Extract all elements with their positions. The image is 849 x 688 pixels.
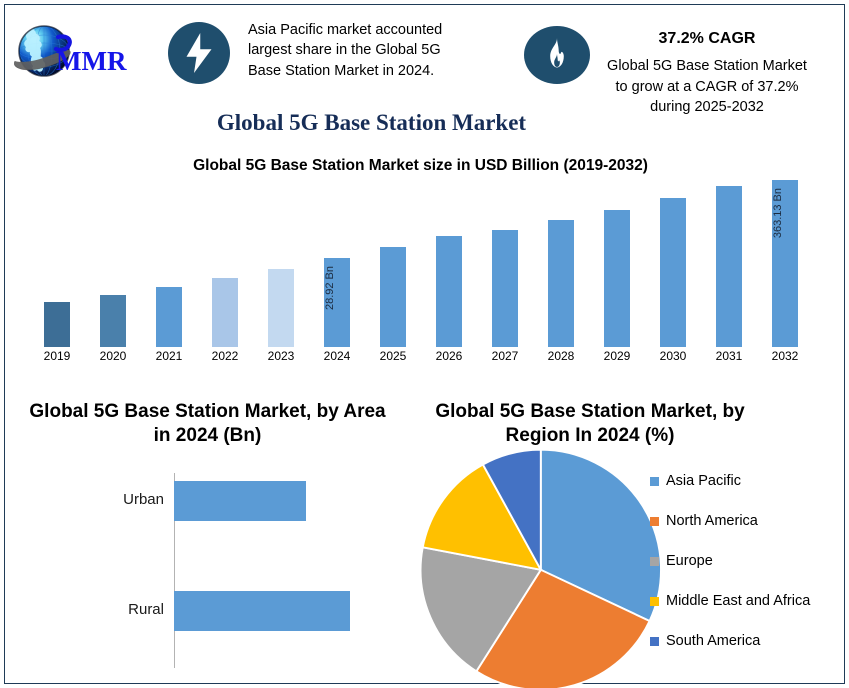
svg-text:MMR: MMR: [56, 46, 127, 76]
